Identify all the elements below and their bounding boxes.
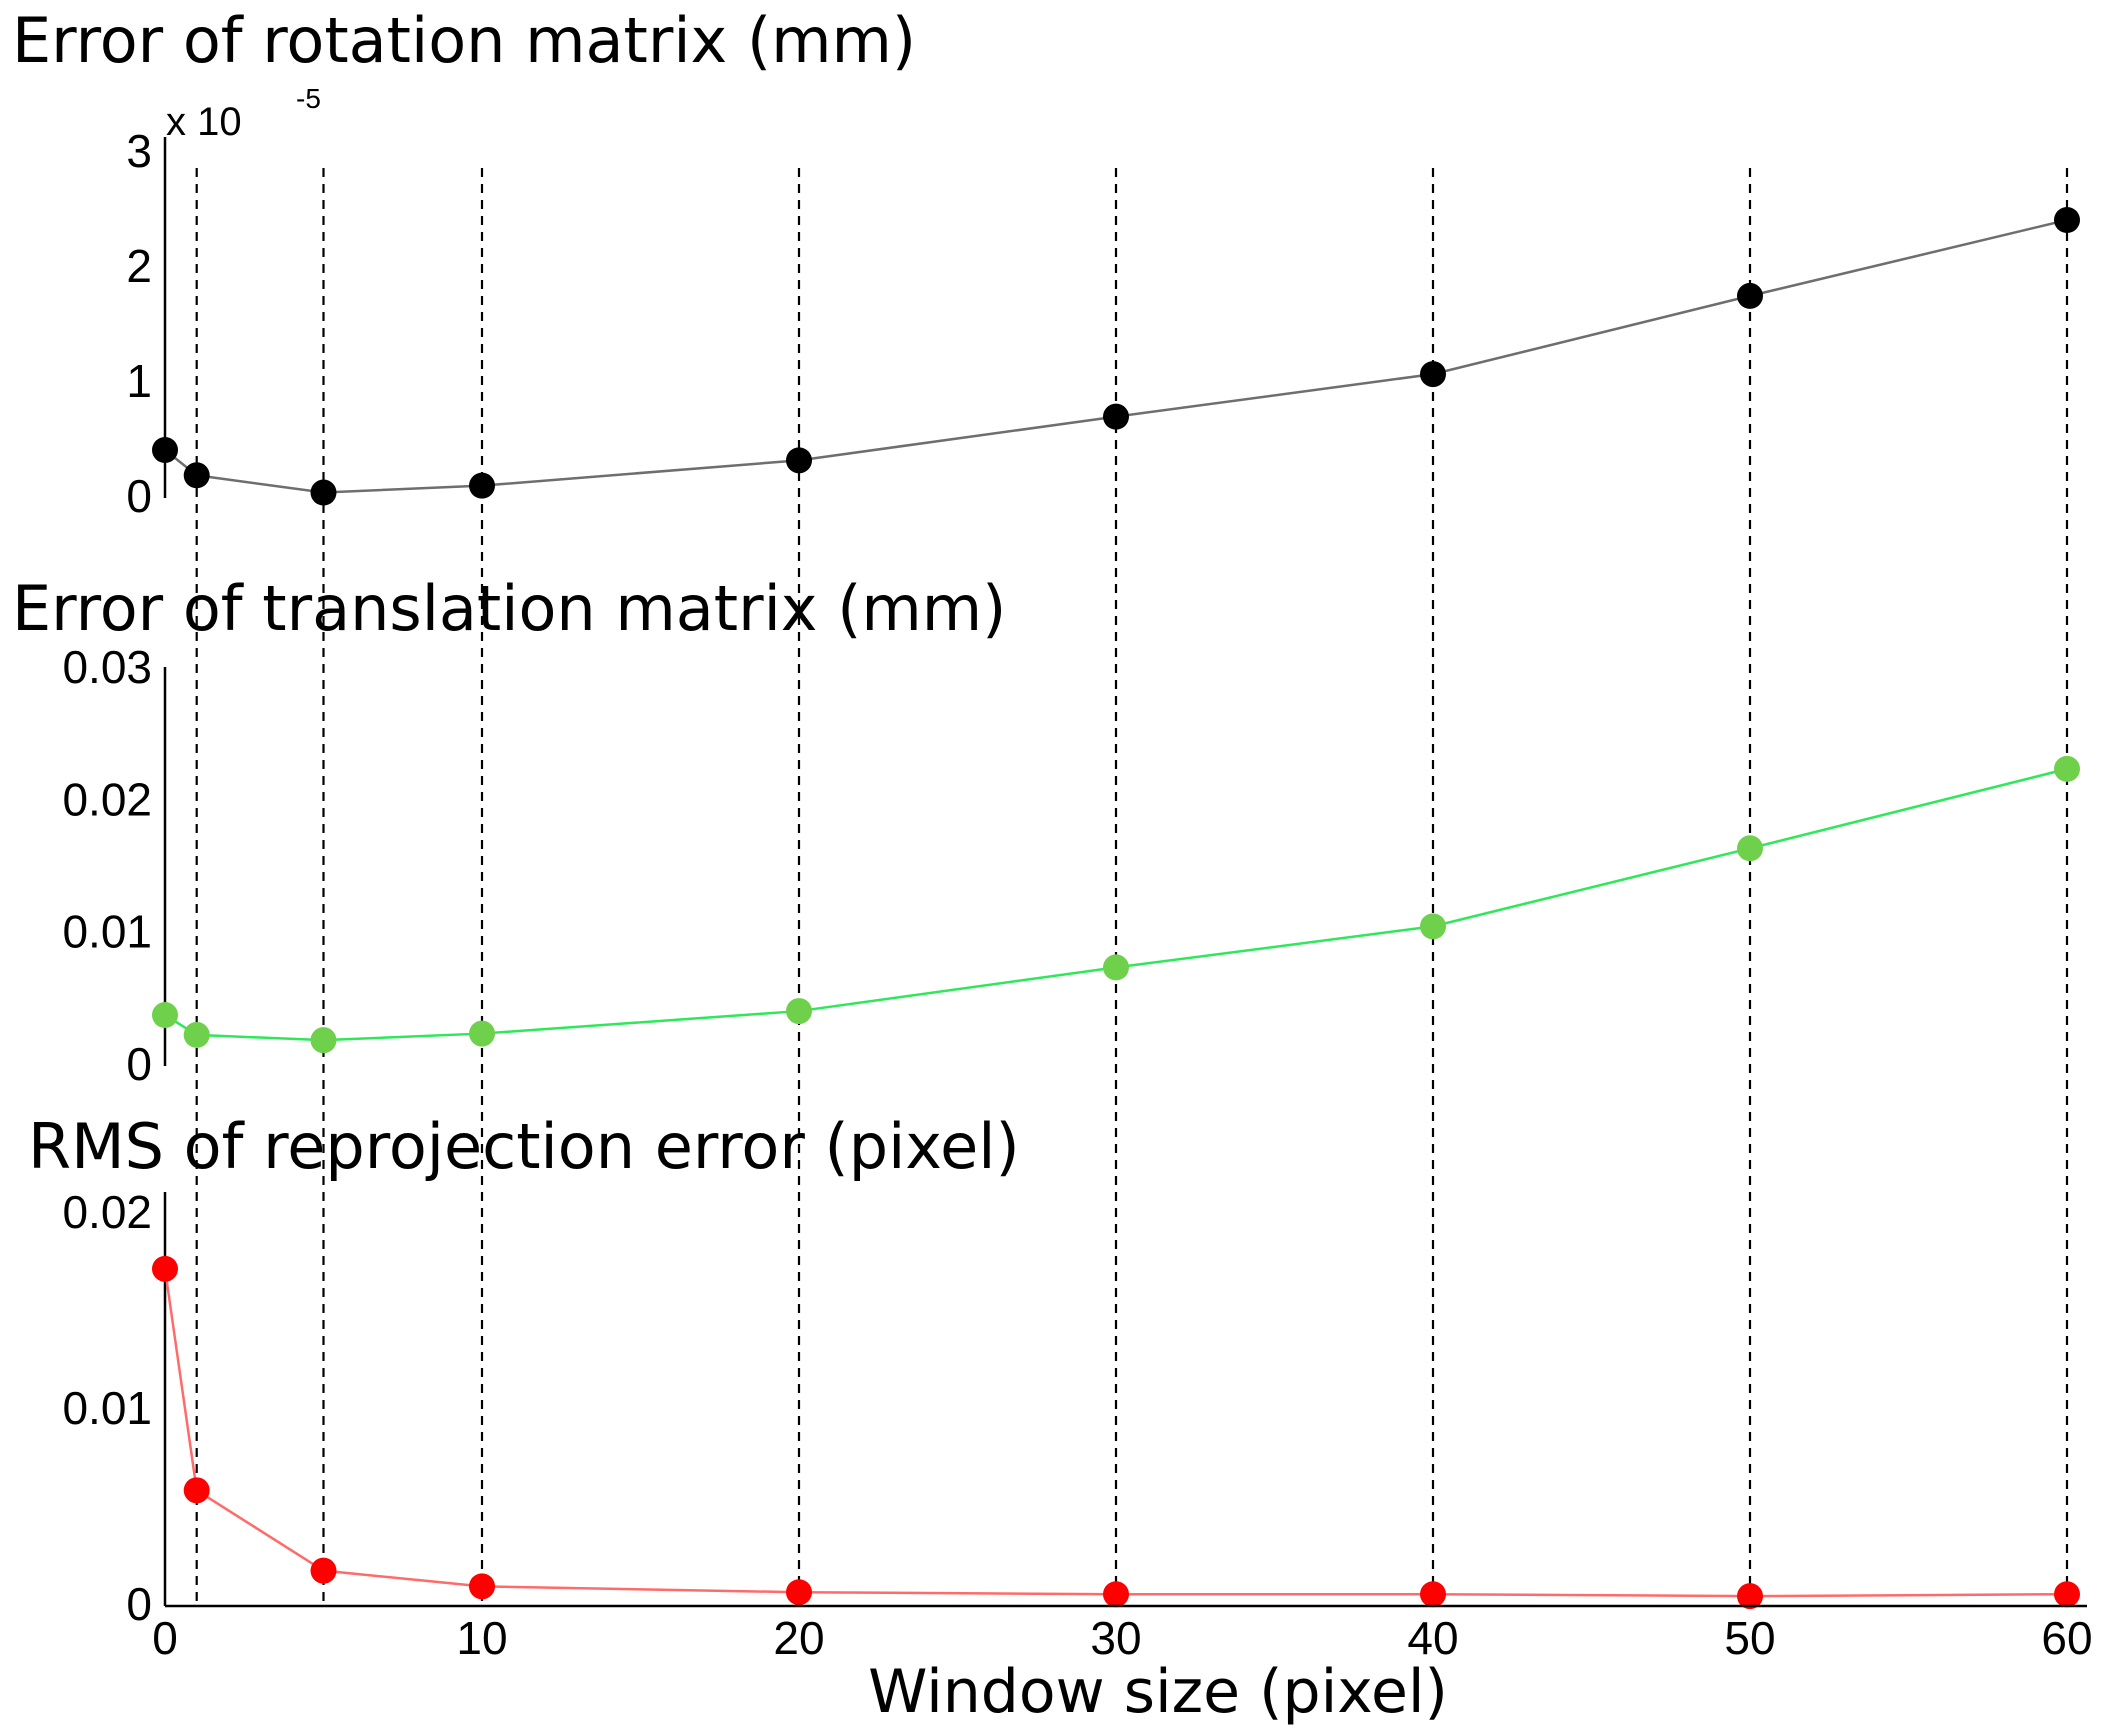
panel-1-y-tick-label: 0.03 xyxy=(62,641,152,693)
panel-rotation-exponent: x 10 xyxy=(166,100,242,144)
x-tick-label: 30 xyxy=(1090,1612,1141,1664)
panel-1-data-point xyxy=(1103,954,1129,981)
panel-0-data-point xyxy=(183,462,210,489)
panel-reprojection: RMS of reprojection error (pixel) 0.020.… xyxy=(28,1110,2080,1630)
panel-0-y-tick-label: 2 xyxy=(126,240,152,292)
panel-translation-title: Error of translation matrix (mm) xyxy=(12,572,1006,645)
panel-2-data-point xyxy=(1737,1583,1763,1610)
panel-0-data-point xyxy=(786,447,812,474)
panel-1-data-point xyxy=(310,1027,337,1054)
panel-1-y-tick-label: 0.02 xyxy=(62,773,152,825)
panel-2-data-point xyxy=(786,1579,812,1606)
panel-rotation-exponent-power: -5 xyxy=(296,83,321,114)
panel-0-y-tick-label: 1 xyxy=(126,355,152,407)
panel-rotation: Error of rotation matrix (mm) x 10 -5 3 2… xyxy=(12,4,2080,522)
panel-rotation-plot: 3 2 1 0 xyxy=(126,125,2080,522)
panel-2-data-point xyxy=(310,1557,337,1584)
panel-1-data-point xyxy=(1737,835,1763,862)
panel-0-data-point xyxy=(1737,282,1763,309)
panel-2-y-tick-label: 0 xyxy=(126,1578,152,1630)
panel-0-data-point xyxy=(1103,403,1129,430)
panel-0-data-point xyxy=(1420,361,1446,388)
panel-1-data-point xyxy=(469,1020,495,1047)
panel-0-data-point xyxy=(310,479,337,506)
panel-reprojection-plot: 0.02 0.01 0 xyxy=(62,1186,2080,1630)
panel-2-data-point xyxy=(152,1255,178,1282)
panel-2-data-point xyxy=(183,1477,210,1504)
panel-translation-plot: 0.03 0.02 0.01 0 xyxy=(62,641,2080,1090)
x-tick-label: 20 xyxy=(773,1612,824,1664)
panel-rotation-title: Error of rotation matrix (mm) xyxy=(12,4,916,77)
panel-0-y-tick-label: 0 xyxy=(126,470,152,522)
panel-0-data-point xyxy=(2054,207,2080,233)
panel-1-data-point xyxy=(2054,755,2080,782)
panel-0-series-line xyxy=(164,218,2068,494)
panel-1-data-point xyxy=(786,998,812,1025)
panel-1-data-point xyxy=(152,1002,178,1029)
panel-0-data-point xyxy=(152,437,178,463)
panel-0-data-point xyxy=(469,472,495,499)
panel-2-data-point xyxy=(1103,1581,1129,1608)
panel-2-data-point xyxy=(1420,1581,1446,1608)
panel-reprojection-title: RMS of reprojection error (pixel) xyxy=(28,1110,1020,1183)
panel-translation: Error of translation matrix (mm) 0.030.0… xyxy=(12,572,2080,1090)
x-tick-label: 0 xyxy=(152,1612,178,1664)
panel-2-data-point xyxy=(469,1573,495,1600)
x-tick-label: 40 xyxy=(1407,1612,1458,1664)
panel-0-y-tick-label: 3 xyxy=(126,125,152,177)
x-tick-label: 60 xyxy=(2041,1612,2092,1664)
x-tick-label: 10 xyxy=(456,1612,507,1664)
panel-1-data-point xyxy=(1420,913,1446,940)
panel-2-y-tick-label: 0.02 xyxy=(62,1186,152,1238)
x-axis-label: Window size (pixel) xyxy=(868,1657,1448,1727)
x-axis: 0 10 20 30 40 50 60 xyxy=(152,1604,2093,1664)
vertical-dashed-gridlines xyxy=(195,168,2069,1608)
x-tick-label: 50 xyxy=(1724,1612,1775,1664)
panel-2-data-point xyxy=(2054,1581,2080,1608)
panel-2-y-tick-label: 0.01 xyxy=(62,1382,152,1434)
panel-1-data-point xyxy=(183,1021,210,1048)
panel-1-y-tick-label: 0.01 xyxy=(62,906,152,958)
panel-1-y-tick-label: 0 xyxy=(126,1038,152,1090)
